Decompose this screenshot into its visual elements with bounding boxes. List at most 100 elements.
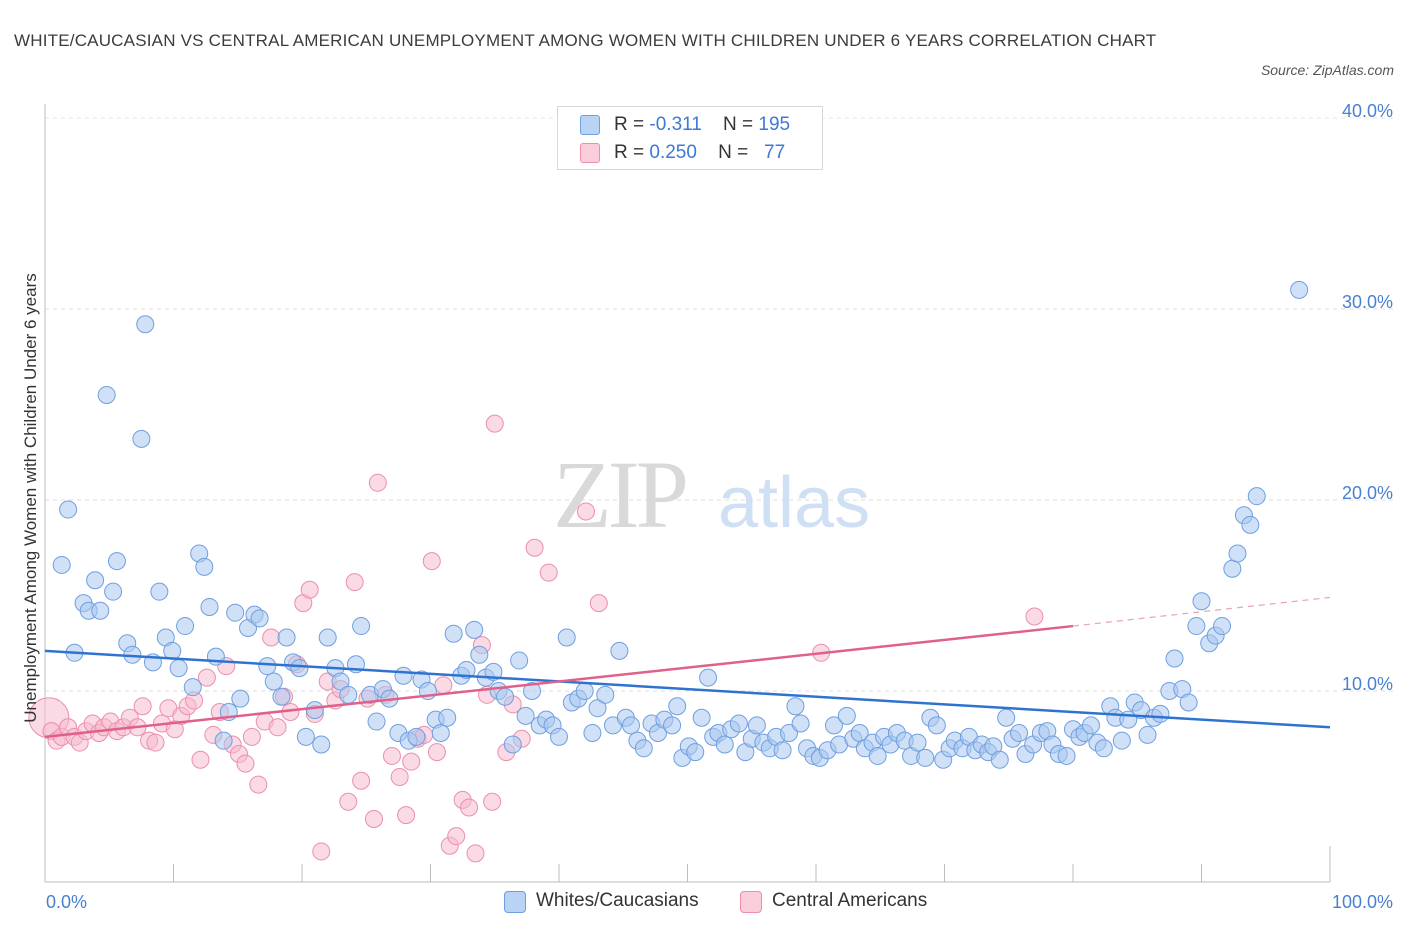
white-caucasian-point: [214, 731, 233, 750]
white-caucasian-point: [575, 682, 594, 700]
white-caucasian-point: [786, 697, 805, 716]
central-american-point: [242, 727, 261, 746]
white-caucasian-point: [195, 557, 214, 576]
white-caucasian-point: [200, 597, 219, 616]
central-american-point: [236, 754, 255, 773]
white-caucasian-point: [908, 733, 927, 752]
white-caucasian-point: [290, 659, 309, 678]
white-caucasian-point: [97, 385, 116, 404]
white-caucasian-point: [107, 552, 126, 571]
central-american-points: [28, 414, 1044, 863]
white-caucasian-point: [1213, 617, 1232, 636]
white-caucasian-point: [470, 645, 489, 664]
y-tick-label: 20.0%: [1342, 483, 1393, 503]
y-tick-label: 30.0%: [1342, 292, 1393, 312]
white-caucasian-point: [868, 746, 887, 765]
n-value-whites: 195: [758, 114, 791, 135]
white-caucasian-point: [780, 724, 799, 743]
central-american-point: [576, 502, 595, 521]
white-caucasian-point: [52, 555, 71, 574]
white-caucasian-point: [729, 714, 748, 733]
white-caucasian-point: [1165, 649, 1184, 668]
n-label: N =: [718, 142, 749, 163]
central-american-point: [197, 668, 216, 687]
white-caucasian-point: [1192, 592, 1211, 611]
white-caucasian-point: [176, 617, 195, 636]
central-american-point: [525, 538, 544, 557]
legend-swatch-pink: [740, 891, 762, 913]
white-caucasian-point: [1290, 280, 1309, 299]
white-caucasian-point: [394, 666, 413, 685]
r-label: R =: [614, 142, 645, 163]
whites-trend-line: [44, 649, 1331, 729]
white-caucasian-point: [438, 708, 457, 727]
white-caucasian-point: [997, 708, 1016, 727]
white-caucasian-point: [824, 716, 843, 735]
r-value-whites: -0.311: [649, 114, 702, 135]
central-american-point: [460, 798, 479, 817]
white-caucasian-point: [1010, 724, 1029, 743]
n-value-central-americans: 77: [764, 142, 786, 163]
white-caucasian-point: [621, 716, 640, 735]
white-caucasian-point: [226, 603, 245, 622]
white-caucasian-point: [747, 716, 766, 735]
legend-swatch-blue: [580, 115, 600, 135]
central-american-point: [539, 563, 558, 582]
white-caucasian-point: [183, 678, 202, 697]
central-american-point: [485, 414, 504, 433]
chart-title: WHITE/CAUCASIAN VS CENTRAL AMERICAN UNEM…: [14, 31, 1157, 50]
central-american-point: [390, 767, 409, 786]
white-caucasian-point: [339, 685, 358, 704]
white-caucasian-point: [231, 689, 250, 708]
central-americans-trend-line: [44, 624, 1074, 739]
central-american-point: [422, 552, 441, 571]
grid-lines: [45, 117, 1395, 692]
central-american-point: [397, 806, 416, 825]
white-caucasian-point: [610, 641, 629, 660]
legend-swatch-blue: [504, 891, 526, 913]
white-caucasian-point: [837, 706, 856, 725]
central-american-point: [300, 580, 319, 599]
white-caucasian-point: [1187, 617, 1206, 636]
white-caucasian-point: [352, 617, 371, 636]
white-caucasian-point: [550, 727, 568, 746]
white-caucasian-point: [773, 741, 792, 760]
white-caucasian-point: [1223, 559, 1242, 578]
white-caucasian-point: [523, 682, 542, 700]
central-american-point: [368, 473, 387, 492]
white-caucasian-point: [150, 582, 169, 601]
central-american-point: [345, 573, 364, 592]
white-caucasian-point: [916, 748, 935, 767]
white-caucasian-point: [557, 628, 576, 647]
white-caucasian-point: [1151, 704, 1170, 723]
central-american-point: [133, 697, 152, 716]
white-caucasian-point: [272, 687, 291, 706]
white-caucasian-point: [1247, 487, 1266, 506]
y-tick-label: 10.0%: [1342, 674, 1393, 694]
white-caucasian-point: [699, 668, 718, 687]
white-caucasian-point: [250, 609, 269, 628]
central-american-point: [352, 771, 371, 790]
white-caucasian-point: [583, 724, 602, 743]
white-caucasian-point: [163, 641, 182, 660]
watermark: ZIP atlas: [553, 441, 870, 548]
white-caucasian-point: [503, 735, 522, 754]
x-tick-label: 100.0%: [1332, 892, 1393, 912]
central-american-point: [364, 809, 383, 828]
legend-label-central-americans: Central Americans: [772, 890, 928, 911]
central-american-point: [434, 676, 453, 695]
white-caucasian-point: [444, 624, 463, 643]
white-caucasian-point: [1081, 716, 1100, 735]
stats-legend: R = -0.311 N = 195 R = 0.250 N = 77: [557, 106, 823, 170]
white-caucasian-point: [136, 315, 155, 334]
tick-labels: 10.0% 20.0% 30.0% 40.0% 0.0% 100.0%: [46, 101, 1393, 912]
white-caucasian-point: [104, 582, 123, 601]
white-caucasian-point: [1241, 515, 1260, 534]
white-caucasian-point: [264, 672, 283, 691]
r-value-central-americans: 0.250: [649, 142, 697, 163]
white-caucasian-point: [296, 727, 315, 746]
r-label: R =: [614, 114, 645, 135]
central-american-point: [262, 628, 281, 647]
central-american-point: [466, 844, 485, 863]
central-american-point: [191, 750, 210, 769]
